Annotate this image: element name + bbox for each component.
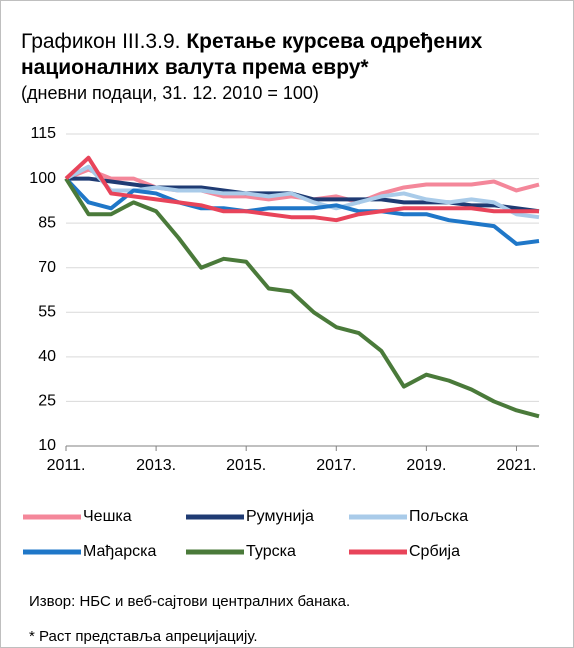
source-note: Извор: НБС и веб-сајтови централних бана… xyxy=(29,593,351,610)
chart-subtitle: (дневни подаци, 31. 12. 2010 = 100) xyxy=(21,83,319,103)
y-tick-label: 40 xyxy=(38,348,56,365)
y-tick-label: 25 xyxy=(38,393,56,410)
x-tick-label: 2015. xyxy=(226,457,266,474)
series-line xyxy=(64,177,540,419)
y-tick-label: 115 xyxy=(30,125,56,142)
legend-label: Пољска xyxy=(409,508,468,525)
legend-label: Турска xyxy=(246,543,296,560)
x-tick-label: 2011. xyxy=(47,457,86,474)
x-tick-label: 2013. xyxy=(136,457,176,474)
y-tick-label: 85 xyxy=(38,214,56,231)
y-tick-label: 55 xyxy=(38,304,56,321)
footnote: * Раст представља апрецијацију. xyxy=(29,628,258,645)
y-tick-label: 100 xyxy=(29,170,56,187)
chart-title: Кретање курсева одређених националних ва… xyxy=(21,30,483,79)
y-tick-label: 70 xyxy=(38,259,56,276)
legend-label: Румунија xyxy=(246,508,314,525)
series-line xyxy=(65,164,540,220)
x-tick-label: 2017. xyxy=(316,457,356,474)
x-tick-label: 2021. xyxy=(496,457,536,474)
legend-label: Србија xyxy=(409,543,460,560)
header: Графикон III.3.9. Кретање курсева одређе… xyxy=(21,29,561,105)
chart-label: Графикон III.3.9. xyxy=(21,30,181,53)
series-line xyxy=(64,177,540,246)
x-tick-label: 2019. xyxy=(406,457,446,474)
legend-label: Мађарска xyxy=(83,543,156,560)
legend-label: Чешка xyxy=(83,508,132,525)
y-tick-label: 10 xyxy=(38,437,56,454)
series-line xyxy=(64,155,539,223)
